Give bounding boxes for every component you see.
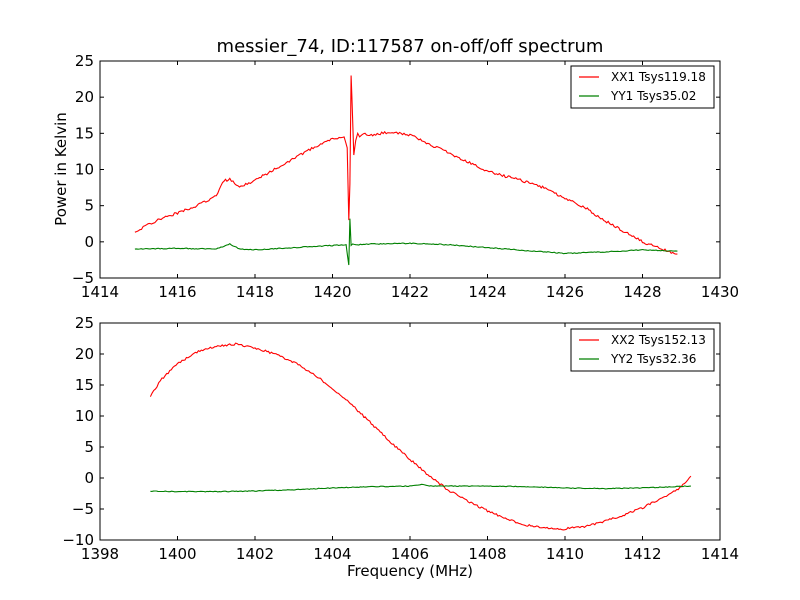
- chart-2-y-tick-label: 25: [75, 314, 94, 332]
- chart-1-x-tick-label: 1418: [236, 283, 274, 301]
- chart-1-x-tick-label: 1416: [158, 283, 196, 301]
- chart-1-title: messier_74, ID:117587 on-off/off spectru…: [217, 36, 604, 57]
- chart-2-y-tick-label: 20: [75, 345, 94, 363]
- chart-2-x-tick-label: 1408: [468, 545, 506, 563]
- chart-1-series-line-xx: [134, 75, 678, 255]
- chart-2-legend-label-xx2: XX2 Tsys152.13: [611, 333, 706, 347]
- chart-1-x-tick-label: 1428: [623, 283, 661, 301]
- chart-2-x-tick-label: 1414: [701, 545, 739, 563]
- chart-2: 1398 1400 1402 1404 1406 1408 1410 1412 1414 −10 −…: [62, 314, 739, 580]
- chart-1-y-tick-label: 5: [84, 197, 94, 215]
- chart-2-y-tick-label: 5: [84, 438, 94, 456]
- chart-2-x-tick-label: 1404: [313, 545, 351, 563]
- chart-1-x-tick-label: 1422: [391, 283, 429, 301]
- chart-2-x-tick-label: 1412: [623, 545, 661, 563]
- chart-2-series-line-xx: [149, 342, 692, 531]
- chart-1: 1414 1416 1418 1420 1422 1424 1426 1428 1430 −5 0 5…: [52, 52, 739, 301]
- chart-2-y-tick-label: 0: [84, 469, 94, 487]
- chart-1-x-tick-label: 1424: [468, 283, 506, 301]
- chart-2-x-tick-label: 1410: [546, 545, 584, 563]
- chart-1-y-tick-label: −5: [72, 269, 94, 287]
- chart-1-legend-label-xx1: XX1 Tsys119.18: [611, 70, 706, 84]
- chart-1-x-tick-label: 1414: [81, 283, 119, 301]
- chart-1-y-tick-label: 20: [75, 88, 94, 106]
- chart-1-y-axis-label: Power in Kelvin: [52, 112, 70, 226]
- chart-2-legend: XX2 Tsys152.13 YY2 Tsys32.36: [570, 328, 715, 372]
- chart-1-y-tick-label: 10: [75, 161, 94, 179]
- chart-2-x-axis-label: Frequency (MHz): [347, 562, 473, 580]
- chart-1-y-tick-label: 25: [75, 52, 94, 70]
- chart-2-y-tick-label: −10: [62, 531, 94, 549]
- chart-1-x-tick-label: 1426: [546, 283, 584, 301]
- chart-1-x-tick-label: 1430: [701, 283, 739, 301]
- chart-2-x-tick-label: 1400: [158, 545, 196, 563]
- chart-1-legend: XX1 Tsys119.18 YY1 Tsys35.02: [570, 65, 715, 109]
- chart-2-x-tick-label: 1406: [391, 545, 429, 563]
- chart-2-x-tick-label: 1398: [81, 545, 119, 563]
- chart-1-y-tick-label: 0: [84, 233, 94, 251]
- chart-2-x-tick-label: 1402: [236, 545, 274, 563]
- chart-1-legend-label-yy1: YY1 Tsys35.02: [610, 89, 696, 103]
- chart-1-y-tick-label: 15: [75, 124, 94, 142]
- chart-2-y-tick-label: −5: [72, 500, 94, 518]
- chart-1-x-tick-label: 1420: [313, 283, 351, 301]
- chart-2-legend-label-yy2: YY2 Tsys32.36: [610, 352, 696, 366]
- chart-1-series-line-yy: [134, 218, 678, 266]
- chart-2-legend-box: [570, 328, 715, 372]
- chart-2-series-line-yy: [150, 483, 691, 493]
- chart-1-legend-box: [570, 65, 715, 109]
- chart-2-y-tick-label: 15: [75, 376, 94, 394]
- chart-2-y-tick-label: 10: [75, 407, 94, 425]
